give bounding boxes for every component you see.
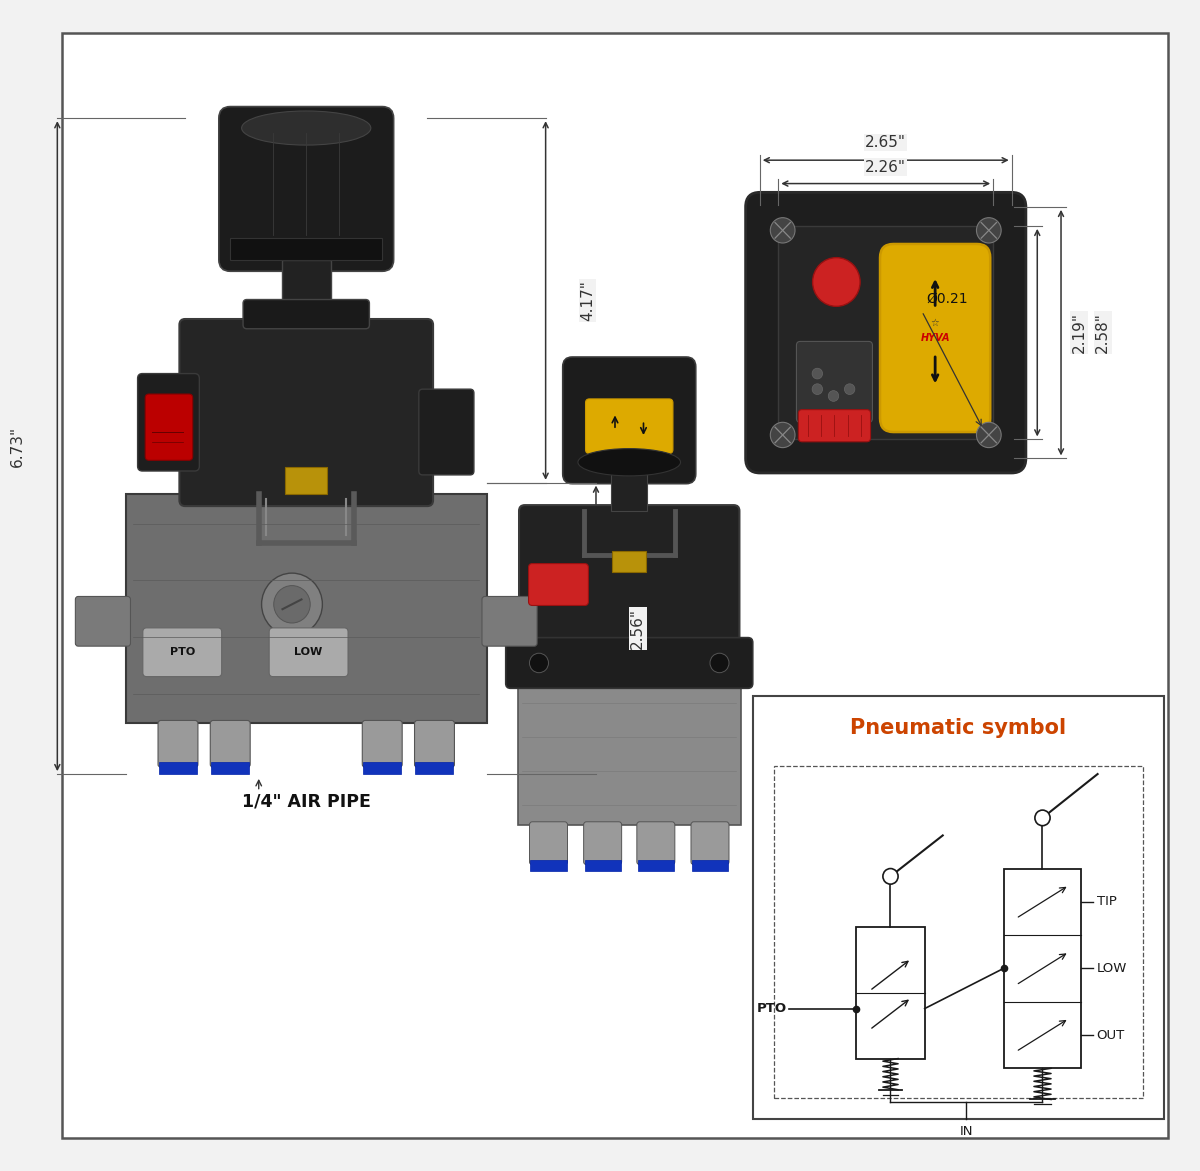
Bar <box>584 860 620 871</box>
Circle shape <box>710 653 728 672</box>
FancyBboxPatch shape <box>76 596 131 646</box>
Text: Ø0.21: Ø0.21 <box>926 292 968 306</box>
Text: PTO: PTO <box>757 1002 787 1015</box>
Circle shape <box>845 384 854 395</box>
FancyBboxPatch shape <box>143 628 222 677</box>
Text: IN: IN <box>960 1125 973 1138</box>
Text: 2.58": 2.58" <box>1096 313 1110 354</box>
FancyBboxPatch shape <box>691 822 728 864</box>
Text: 2.26": 2.26" <box>865 159 906 174</box>
FancyBboxPatch shape <box>145 393 193 460</box>
Text: OUT: OUT <box>1097 1028 1124 1041</box>
FancyBboxPatch shape <box>244 300 370 329</box>
Circle shape <box>770 218 796 244</box>
Ellipse shape <box>578 448 680 475</box>
Circle shape <box>812 368 822 379</box>
Bar <box>230 238 383 260</box>
Circle shape <box>770 423 796 447</box>
FancyBboxPatch shape <box>528 563 588 605</box>
Bar <box>779 226 994 439</box>
Text: 2.56": 2.56" <box>630 608 646 649</box>
Ellipse shape <box>241 111 371 145</box>
Circle shape <box>828 391 839 402</box>
FancyBboxPatch shape <box>745 192 1026 473</box>
FancyBboxPatch shape <box>414 720 455 767</box>
Bar <box>211 762 250 774</box>
Bar <box>158 762 197 774</box>
Circle shape <box>812 258 860 307</box>
Text: TIP: TIP <box>1097 896 1116 909</box>
Circle shape <box>977 218 1001 244</box>
Text: LOW: LOW <box>294 648 323 657</box>
Text: 4.17": 4.17" <box>580 280 595 321</box>
FancyBboxPatch shape <box>180 319 433 506</box>
Bar <box>752 696 1164 1119</box>
Bar <box>612 550 647 573</box>
Text: ☆: ☆ <box>931 317 940 328</box>
FancyBboxPatch shape <box>138 374 199 471</box>
FancyBboxPatch shape <box>269 628 348 677</box>
FancyBboxPatch shape <box>520 505 739 649</box>
Bar <box>692 860 728 871</box>
FancyBboxPatch shape <box>158 720 198 767</box>
Text: Pneumatic symbol: Pneumatic symbol <box>851 718 1067 738</box>
Circle shape <box>529 653 548 672</box>
Bar <box>857 927 925 1059</box>
Bar <box>637 860 674 871</box>
Bar <box>774 766 1144 1097</box>
FancyBboxPatch shape <box>637 822 674 864</box>
FancyBboxPatch shape <box>798 410 870 441</box>
FancyBboxPatch shape <box>505 638 752 689</box>
Bar <box>415 762 454 774</box>
Circle shape <box>274 586 311 623</box>
FancyBboxPatch shape <box>529 822 568 864</box>
FancyBboxPatch shape <box>210 720 250 767</box>
FancyBboxPatch shape <box>880 244 990 432</box>
FancyBboxPatch shape <box>419 389 474 475</box>
FancyBboxPatch shape <box>586 399 673 453</box>
FancyBboxPatch shape <box>362 720 402 767</box>
Text: PTO: PTO <box>169 648 194 657</box>
Bar <box>364 762 401 774</box>
Text: 2.19": 2.19" <box>1072 313 1086 354</box>
FancyBboxPatch shape <box>218 107 394 272</box>
FancyBboxPatch shape <box>482 596 538 646</box>
Bar <box>517 684 740 824</box>
Text: 2.65": 2.65" <box>865 135 906 150</box>
Bar <box>282 260 331 303</box>
Circle shape <box>883 869 898 884</box>
Circle shape <box>977 423 1001 447</box>
Text: LOW: LOW <box>1097 961 1127 975</box>
Circle shape <box>262 573 323 636</box>
Bar <box>611 474 647 511</box>
Bar <box>530 860 566 871</box>
Text: 6.73": 6.73" <box>10 425 25 467</box>
Text: 1/4" AIR PIPE: 1/4" AIR PIPE <box>241 793 371 810</box>
FancyBboxPatch shape <box>797 342 872 423</box>
FancyBboxPatch shape <box>583 822 622 864</box>
Text: HYVA: HYVA <box>920 333 950 343</box>
Bar <box>286 467 328 494</box>
FancyBboxPatch shape <box>563 357 696 484</box>
Circle shape <box>812 384 822 395</box>
Bar <box>1003 869 1081 1068</box>
Bar <box>126 494 487 724</box>
Circle shape <box>1034 810 1050 826</box>
